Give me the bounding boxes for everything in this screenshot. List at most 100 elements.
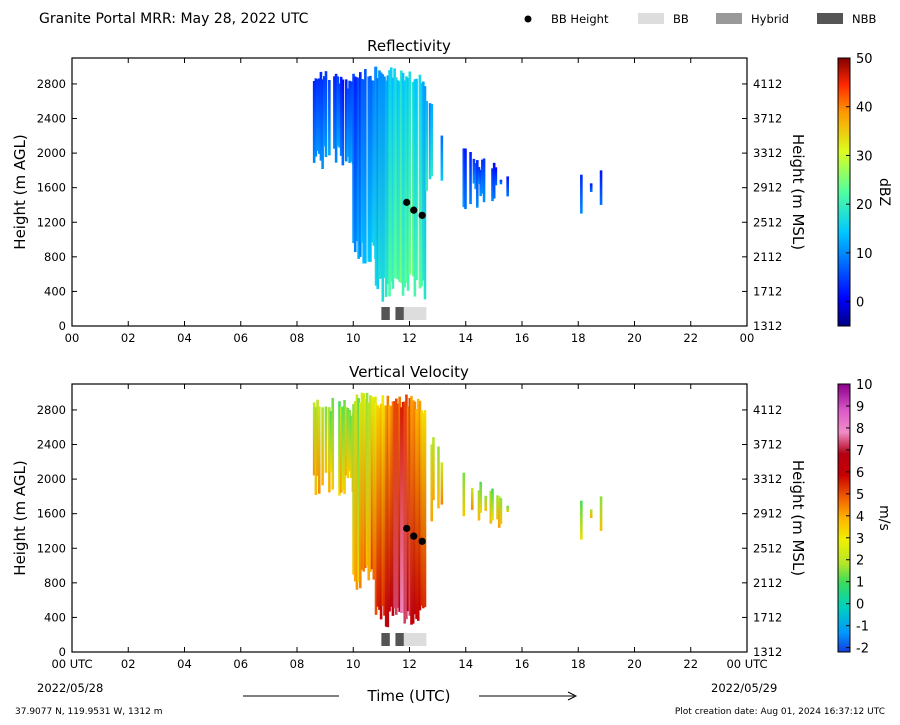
colorbar-tick-label: 40 bbox=[856, 101, 873, 116]
y-tick-label-right: 3312 bbox=[753, 472, 782, 486]
panel-title-reflectivity: Reflectivity bbox=[367, 37, 451, 55]
bb-height-point bbox=[403, 198, 411, 206]
legend-label-bb: BB bbox=[673, 12, 689, 26]
y-axis-label-right: Height (m MSL) bbox=[789, 134, 807, 250]
heatmap-column bbox=[599, 496, 603, 531]
legend-label-nbb: NBB bbox=[852, 12, 876, 26]
legend-label-hybrid: Hybrid bbox=[751, 12, 789, 26]
colorbar-tick-label: -2 bbox=[856, 642, 869, 657]
heatmap-column bbox=[352, 73, 355, 244]
x-tick-label: 00 bbox=[740, 331, 755, 345]
heatmap-column bbox=[496, 495, 499, 520]
heatmap-field bbox=[312, 392, 603, 628]
heatmap-column bbox=[395, 77, 398, 279]
heatmap-column bbox=[360, 79, 364, 243]
heatmap-column bbox=[440, 462, 444, 505]
heatmap-column bbox=[374, 66, 378, 286]
panel-title-vertical-velocity: Vertical Velocity bbox=[349, 363, 469, 381]
heatmap-column bbox=[430, 104, 434, 177]
y-tick-label: 2000 bbox=[37, 146, 66, 160]
heatmap-column bbox=[319, 71, 323, 161]
y-tick-label: 800 bbox=[44, 250, 66, 264]
x-tick-label: 08 bbox=[290, 331, 305, 345]
heatmap-column bbox=[462, 148, 466, 208]
heatmap-column bbox=[499, 179, 503, 185]
colorbar-tick-label: 7 bbox=[856, 444, 864, 459]
heatmap-column bbox=[372, 80, 376, 246]
heatmap-column bbox=[389, 67, 393, 282]
colorbar bbox=[837, 57, 851, 327]
x-tick-label: 06 bbox=[233, 657, 248, 671]
x-tick-label: 08 bbox=[290, 657, 305, 671]
heatmap-column bbox=[401, 401, 405, 613]
heatmap-column bbox=[477, 167, 481, 185]
heatmap-column bbox=[338, 83, 341, 148]
heatmap-column bbox=[393, 401, 396, 609]
x-tick-label: 16 bbox=[515, 657, 530, 671]
heatmap-column bbox=[359, 72, 362, 257]
y-tick-label: 1200 bbox=[37, 541, 66, 555]
heatmap-column bbox=[367, 76, 371, 262]
heatmap-column bbox=[401, 72, 405, 296]
heatmap-column bbox=[400, 407, 403, 614]
heatmap-column bbox=[344, 79, 348, 162]
heatmap-column bbox=[400, 70, 403, 283]
heatmap-column bbox=[367, 402, 371, 581]
heatmap-column bbox=[316, 79, 319, 151]
heatmap-column bbox=[499, 498, 503, 525]
heatmap-column bbox=[474, 163, 477, 190]
x-tick-label: 00 bbox=[65, 331, 80, 345]
heatmap-column bbox=[346, 88, 350, 158]
heatmap-column bbox=[324, 71, 328, 158]
legend-swatch-nbb bbox=[817, 13, 843, 24]
heatmap-column bbox=[464, 148, 467, 210]
heatmap-column bbox=[350, 415, 353, 478]
x-tick-label: 22 bbox=[683, 331, 698, 345]
heatmap-column bbox=[479, 481, 482, 513]
heatmap-column bbox=[477, 490, 481, 521]
heatmap-column bbox=[372, 397, 376, 580]
y-tick-label-right: 1312 bbox=[753, 645, 782, 659]
heatmap-column bbox=[422, 413, 425, 609]
heatmap-column bbox=[359, 402, 362, 589]
heatmap-column bbox=[376, 405, 380, 607]
y-tick-label-right: 3712 bbox=[753, 438, 782, 452]
heatmap-column bbox=[329, 411, 333, 472]
heatmap-column bbox=[312, 402, 316, 476]
heatmap-column bbox=[393, 68, 396, 278]
heatmap-column bbox=[416, 398, 420, 621]
x-tick-label: 14 bbox=[458, 331, 473, 345]
heatmap-column bbox=[355, 394, 359, 590]
y-tick-label-right: 3712 bbox=[753, 112, 782, 126]
heatmap-column bbox=[420, 410, 423, 606]
heatmap-column bbox=[370, 396, 374, 570]
colorbar-tick-label: 0 bbox=[856, 296, 864, 311]
heatmap-column bbox=[323, 76, 326, 147]
y-tick-label-right: 1712 bbox=[753, 284, 782, 298]
y-tick-label-right: 2912 bbox=[753, 181, 782, 195]
x-tick-label: 20 bbox=[627, 657, 642, 671]
heatmap-column bbox=[378, 70, 381, 279]
heatmap-column bbox=[440, 135, 444, 181]
y-tick-label-right: 4112 bbox=[753, 77, 782, 91]
heatmap-column bbox=[312, 80, 316, 163]
colorbar-tick-label: 20 bbox=[856, 198, 873, 213]
heatmap-column bbox=[383, 76, 386, 278]
x-tick-label: 02 bbox=[121, 657, 136, 671]
heatmap-column bbox=[398, 81, 401, 282]
colorbar-tick-label: 4 bbox=[856, 510, 864, 525]
heatmap-column bbox=[317, 406, 321, 494]
heatmap-column bbox=[317, 78, 321, 154]
heatmap-column bbox=[391, 77, 395, 289]
heatmap-column bbox=[364, 398, 367, 568]
heatmap-column bbox=[333, 76, 336, 149]
legend-dot-bb-height bbox=[524, 15, 532, 23]
colorbar-tick-label: 9 bbox=[856, 400, 864, 415]
heatmap-column bbox=[362, 393, 365, 572]
heatmap-column bbox=[321, 79, 324, 169]
x-tick-label: 00 UTC bbox=[726, 657, 767, 671]
heatmap-column bbox=[408, 71, 412, 275]
heatmap-column bbox=[491, 488, 494, 521]
heatmap-column bbox=[589, 183, 593, 192]
x-tick-label: 04 bbox=[177, 331, 192, 345]
